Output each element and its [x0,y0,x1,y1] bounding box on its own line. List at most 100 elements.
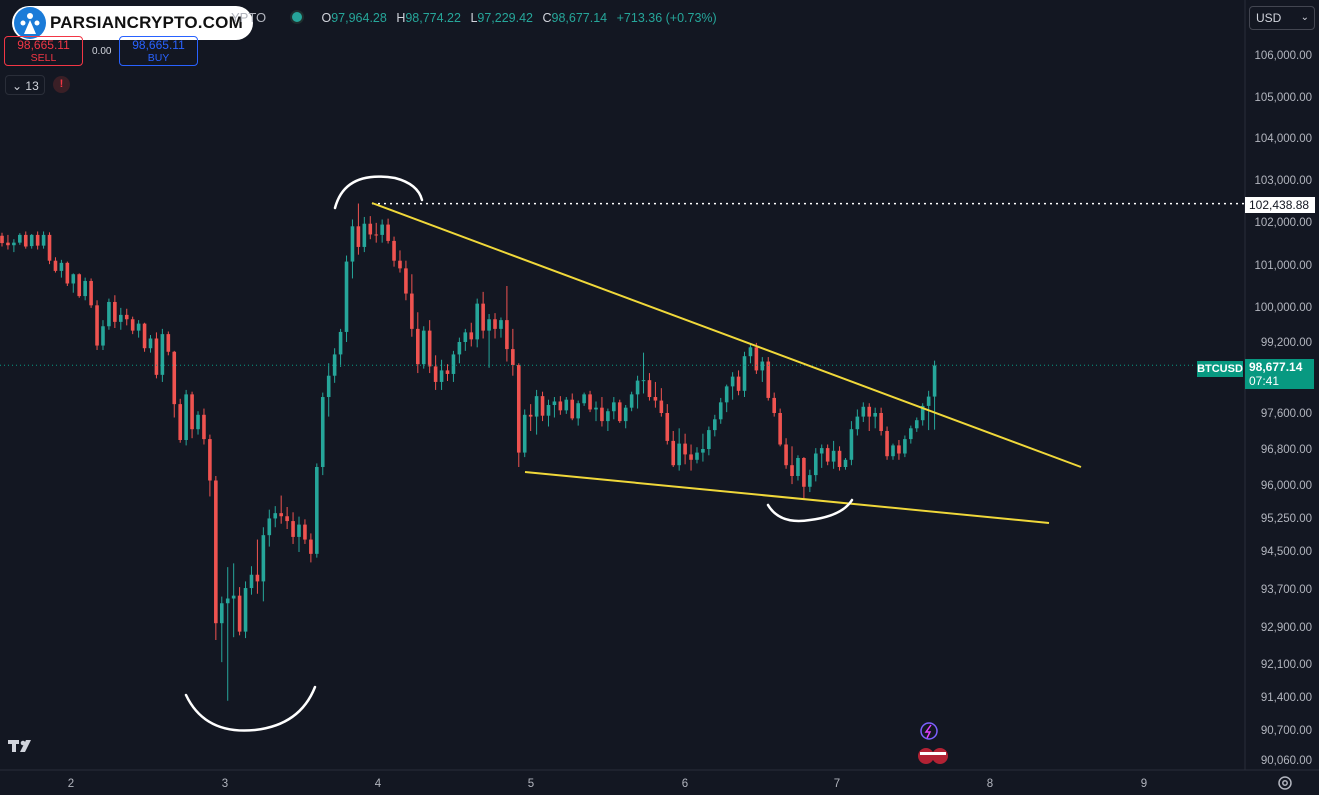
price-axis-label: 90,700.00 [1261,725,1312,737]
candle [808,469,812,493]
candle [594,401,598,422]
ohlc-close: 98,677.14 [551,11,608,25]
candle [320,392,325,476]
candle [760,357,765,382]
time-axis-label: 3 [222,778,228,790]
currency-select[interactable]: USD ⌄ [1249,6,1315,30]
candle [647,373,652,401]
candle [35,231,40,250]
upper-trendline[interactable] [371,202,1082,468]
candle [451,350,456,382]
settings-gear-icon[interactable] [1276,774,1294,792]
candle [416,312,420,374]
candle [873,407,877,429]
brand-logo-icon [14,7,46,39]
reference-price-label: 102,438.88 [1245,197,1315,213]
price-axis-label: 97,600.00 [1261,408,1312,420]
candle [689,444,693,471]
candle [59,259,64,278]
price-axis-label: 106,000.00 [1254,50,1312,62]
candle [837,446,842,471]
candle [469,322,474,347]
us-flag-icon[interactable] [932,748,948,764]
candle [178,398,182,443]
candle [831,440,836,469]
candle [932,360,937,430]
candle [208,434,212,497]
candle [867,403,872,431]
candle [582,392,586,406]
price-axis-label: 92,100.00 [1261,659,1312,671]
brand-name: PARSIANCRYPTO.COM [50,13,243,32]
candle [713,414,717,437]
candle [148,335,153,353]
top-arc-annotation[interactable] [333,175,424,210]
price-axis-label: 96,800.00 [1261,444,1312,456]
ohlc-close-key: C [542,11,552,25]
event-markers[interactable] [918,722,948,764]
current-price: 98,677.14 [1249,360,1303,374]
candle [677,428,681,471]
candle [154,332,159,379]
candle [891,443,895,460]
candle [802,457,806,499]
candle [261,527,266,602]
price-axis-label: 101,000.00 [1254,260,1312,272]
event-flash-icon[interactable] [920,722,938,740]
bottom-arc-annotation[interactable] [184,685,317,732]
candle [124,308,129,326]
candle [326,363,331,417]
candle [374,222,379,243]
candle [368,216,373,240]
candle [683,433,687,465]
ohlc-low-key: L [470,11,478,25]
candle [612,397,616,420]
us-flag-icon[interactable] [918,748,934,764]
chevron-down-icon: ⌄ [12,79,23,93]
candle [89,278,93,308]
candle [267,509,272,547]
candle [552,397,557,418]
buy-button[interactable]: 98,665.11 BUY [119,36,198,66]
candle [107,298,111,330]
candle [564,397,569,414]
price-axis-label: 93,700.00 [1261,584,1312,596]
candle [231,563,236,638]
sell-button[interactable]: 98,665.11 SELL [4,36,83,66]
bar-countdown: 07:41 [1249,374,1280,388]
candle [297,516,301,552]
candle [279,495,283,524]
candle [540,391,545,422]
candle [522,409,527,458]
low-arc-annotation[interactable] [766,498,854,523]
warning-icon[interactable]: ! [53,76,70,93]
chevron-down-icon: ⌄ [1300,12,1309,23]
price-axis-label: 103,000.00 [1254,175,1312,187]
candle [356,203,361,255]
indicators-toggle-button[interactable]: ⌄ 13 [5,75,45,95]
lower-trendline[interactable] [524,471,1050,524]
candle [819,444,824,468]
candle [380,219,384,243]
candle [754,342,759,374]
candle [433,355,438,390]
candle [404,260,408,301]
price-axis-label: 96,000.00 [1261,480,1312,492]
candle [362,216,367,253]
candle [879,407,883,436]
ohlc-legend: O97,964.28 H98,774.22 L97,229.42 C98,677… [290,10,723,25]
ohlc-low: 97,229.42 [477,11,533,25]
candle [332,348,337,383]
candle [588,390,592,413]
price-axis-label: 102,000.00 [1254,217,1312,229]
symbol-title[interactable]: YPTO [231,10,267,25]
market-status-icon[interactable] [290,10,304,24]
candle [748,343,753,364]
candle [196,411,200,435]
candle [285,507,289,529]
candle [0,232,4,247]
candle [219,596,224,663]
tradingview-logo-icon[interactable] [8,738,38,754]
